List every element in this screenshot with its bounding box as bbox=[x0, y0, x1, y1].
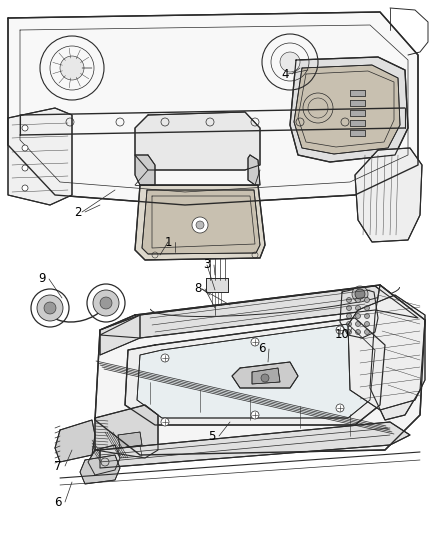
Circle shape bbox=[261, 374, 269, 382]
Circle shape bbox=[44, 302, 56, 314]
Polygon shape bbox=[350, 100, 365, 106]
Text: 8: 8 bbox=[194, 282, 201, 295]
Circle shape bbox=[346, 321, 352, 327]
Text: 6: 6 bbox=[54, 496, 62, 508]
Polygon shape bbox=[135, 185, 265, 260]
Circle shape bbox=[356, 329, 360, 335]
Circle shape bbox=[251, 411, 259, 419]
Polygon shape bbox=[348, 295, 425, 410]
Circle shape bbox=[22, 185, 28, 191]
Polygon shape bbox=[350, 120, 365, 126]
Polygon shape bbox=[137, 324, 375, 418]
Text: 6: 6 bbox=[258, 343, 266, 356]
Circle shape bbox=[22, 165, 28, 171]
Circle shape bbox=[192, 217, 208, 233]
Polygon shape bbox=[118, 446, 142, 458]
Circle shape bbox=[22, 145, 28, 151]
Circle shape bbox=[251, 338, 259, 346]
Circle shape bbox=[161, 354, 169, 362]
Polygon shape bbox=[100, 315, 140, 355]
Circle shape bbox=[364, 297, 370, 303]
Text: 2: 2 bbox=[74, 206, 82, 219]
Polygon shape bbox=[8, 12, 418, 205]
Circle shape bbox=[355, 289, 365, 299]
Polygon shape bbox=[232, 362, 298, 388]
Circle shape bbox=[346, 297, 352, 303]
Text: 9: 9 bbox=[38, 272, 46, 286]
Circle shape bbox=[364, 321, 370, 327]
Circle shape bbox=[352, 286, 368, 302]
Circle shape bbox=[356, 305, 360, 311]
Text: 1: 1 bbox=[164, 236, 172, 248]
Polygon shape bbox=[350, 130, 365, 136]
Circle shape bbox=[346, 305, 352, 311]
Polygon shape bbox=[350, 110, 365, 116]
Polygon shape bbox=[95, 405, 158, 458]
Circle shape bbox=[280, 52, 300, 72]
Polygon shape bbox=[248, 155, 260, 185]
Circle shape bbox=[161, 418, 169, 426]
Text: 7: 7 bbox=[54, 459, 62, 472]
Polygon shape bbox=[95, 285, 425, 455]
Circle shape bbox=[346, 329, 352, 335]
Polygon shape bbox=[340, 288, 378, 338]
Text: 3: 3 bbox=[203, 259, 211, 271]
Polygon shape bbox=[350, 90, 365, 96]
Polygon shape bbox=[88, 445, 120, 475]
Circle shape bbox=[356, 321, 360, 327]
Polygon shape bbox=[135, 155, 155, 185]
Circle shape bbox=[100, 297, 112, 309]
Polygon shape bbox=[206, 278, 228, 292]
Polygon shape bbox=[290, 57, 408, 162]
Polygon shape bbox=[55, 420, 95, 462]
Polygon shape bbox=[355, 148, 422, 242]
Circle shape bbox=[22, 125, 28, 131]
Polygon shape bbox=[135, 112, 260, 170]
Polygon shape bbox=[125, 318, 385, 425]
Circle shape bbox=[60, 56, 84, 80]
Circle shape bbox=[364, 313, 370, 319]
Circle shape bbox=[37, 295, 63, 321]
Polygon shape bbox=[118, 432, 142, 448]
Polygon shape bbox=[100, 286, 418, 338]
Polygon shape bbox=[100, 422, 410, 468]
Circle shape bbox=[356, 297, 360, 303]
Text: 4: 4 bbox=[281, 68, 289, 80]
Text: 10: 10 bbox=[335, 327, 350, 341]
Polygon shape bbox=[142, 190, 260, 254]
Polygon shape bbox=[80, 455, 120, 484]
Circle shape bbox=[336, 326, 344, 334]
Circle shape bbox=[364, 305, 370, 311]
Polygon shape bbox=[294, 65, 400, 154]
Polygon shape bbox=[370, 285, 425, 420]
Text: 5: 5 bbox=[208, 430, 215, 442]
Circle shape bbox=[356, 313, 360, 319]
Circle shape bbox=[346, 313, 352, 319]
Circle shape bbox=[196, 221, 204, 229]
Circle shape bbox=[364, 329, 370, 335]
Polygon shape bbox=[8, 108, 72, 205]
Circle shape bbox=[336, 404, 344, 412]
Circle shape bbox=[93, 290, 119, 316]
Polygon shape bbox=[252, 368, 280, 384]
